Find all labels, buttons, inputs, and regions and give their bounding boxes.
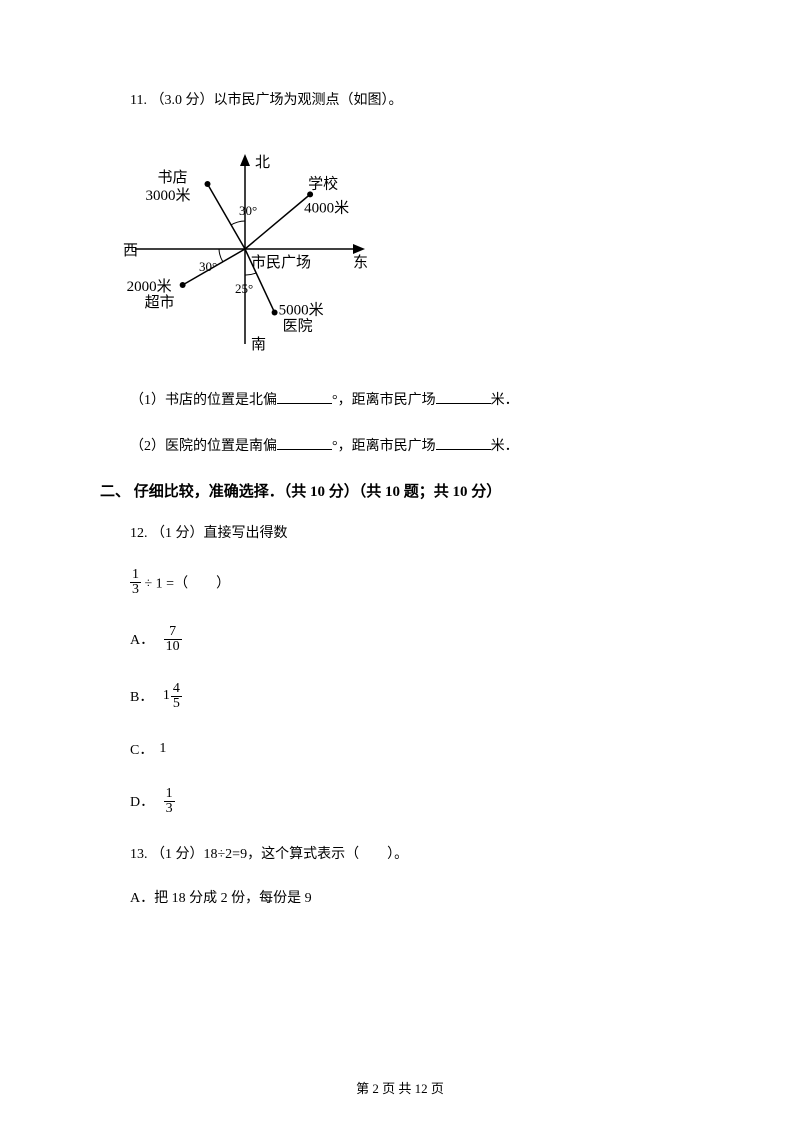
q13-prompt: 13. （1 分）18÷2=9，这个算式表示（ ）。 (100, 844, 700, 866)
blank (436, 435, 491, 450)
fraction: 1 3 (130, 568, 141, 597)
q12-prompt: 12. （1 分）直接写出得数 (100, 523, 700, 545)
q12-expression: 1 3 ÷ 1 =（ ） (130, 568, 700, 597)
expr-tail: ÷ 1 =（ ） (141, 576, 230, 591)
q11-sub1-pre: （1）书店的位置是北偏 (130, 393, 277, 408)
svg-text:5000米: 5000米 (279, 302, 324, 319)
q11-sub2-pre: （2）医院的位置是南偏 (130, 439, 277, 454)
compass-svg: 北南 东 西市民广场 书店3000米 30° 学校 4000米 2000米超市 30° 5000米… (120, 134, 380, 364)
svg-text:市民广场: 市民广场 (251, 254, 311, 271)
svg-text:2000米: 2000米 (127, 278, 172, 295)
svg-text:30°: 30° (239, 203, 257, 218)
q11-sub1-mid: °，距离市民广场 (332, 393, 436, 408)
denominator: 10 (164, 640, 182, 654)
q11-prompt: 11. （3.0 分）以市民广场为观测点（如图）。 (100, 90, 700, 112)
svg-text:南: 南 (251, 336, 266, 353)
numerator: 4 (171, 682, 182, 697)
q11-sub1-post: 米． (491, 393, 519, 408)
q12-option-d: D． 1 3 (130, 787, 700, 816)
q11-sub1: （1）书店的位置是北偏 °，距离市民广场 米． (100, 389, 700, 412)
option-label: D． (130, 791, 154, 811)
svg-text:东: 东 (353, 254, 368, 271)
q11-compass-diagram: 北南 东 西市民广场 书店3000米 30° 学校 4000米 2000米超市 30° 5000米… (120, 134, 700, 369)
q12-option-a: A． 7 10 (130, 625, 700, 654)
fraction: 1 3 (164, 787, 175, 816)
fraction: 7 10 (164, 625, 182, 654)
svg-text:30°: 30° (199, 259, 217, 274)
svg-text:西: 西 (123, 243, 138, 259)
q11-sub2-post: 米． (491, 439, 519, 454)
blank (277, 389, 332, 404)
blank (436, 389, 491, 404)
denominator: 3 (164, 802, 175, 816)
option-label: A． (130, 629, 154, 649)
svg-text:书店: 书店 (158, 169, 188, 186)
denominator: 3 (130, 583, 141, 597)
whole-part: 1 (163, 688, 170, 704)
numerator: 7 (164, 625, 182, 640)
q11-sub2: （2）医院的位置是南偏 °，距离市民广场 米． (100, 435, 700, 458)
svg-text:北: 北 (255, 154, 270, 171)
page-footer: 第 2 页 共 12 页 (0, 1078, 800, 1097)
option-label: C． (130, 739, 153, 759)
svg-text:超市: 超市 (145, 294, 175, 311)
q13-option-a: A．把 18 分成 2 份，每份是 9 (100, 888, 700, 910)
fraction: 4 5 (171, 682, 182, 711)
option-label: B． (130, 686, 153, 706)
denominator: 5 (171, 697, 182, 711)
mixed-number: 1 4 5 (163, 682, 182, 711)
q11-sub2-mid: °，距离市民广场 (332, 439, 436, 454)
q12-option-b: B． 1 4 5 (130, 682, 700, 711)
option-value: 1 (159, 741, 166, 756)
page: 11. （3.0 分）以市民广场为观测点（如图）。 北南 东 西市民广场 书店3000… (0, 0, 800, 1132)
svg-text:25°: 25° (235, 281, 253, 296)
svg-text:4000米: 4000米 (304, 200, 349, 217)
section-2-title: 二、 仔细比较，准确选择．（共 10 分）（共 10 题；共 10 分） (100, 480, 700, 501)
svg-text:学校: 学校 (308, 176, 338, 193)
q12-option-c: C． 1 (130, 739, 700, 759)
blank (277, 435, 332, 450)
numerator: 1 (164, 787, 175, 802)
numerator: 1 (130, 568, 141, 583)
svg-text:3000米: 3000米 (146, 187, 191, 204)
svg-text:医院: 医院 (283, 317, 313, 335)
